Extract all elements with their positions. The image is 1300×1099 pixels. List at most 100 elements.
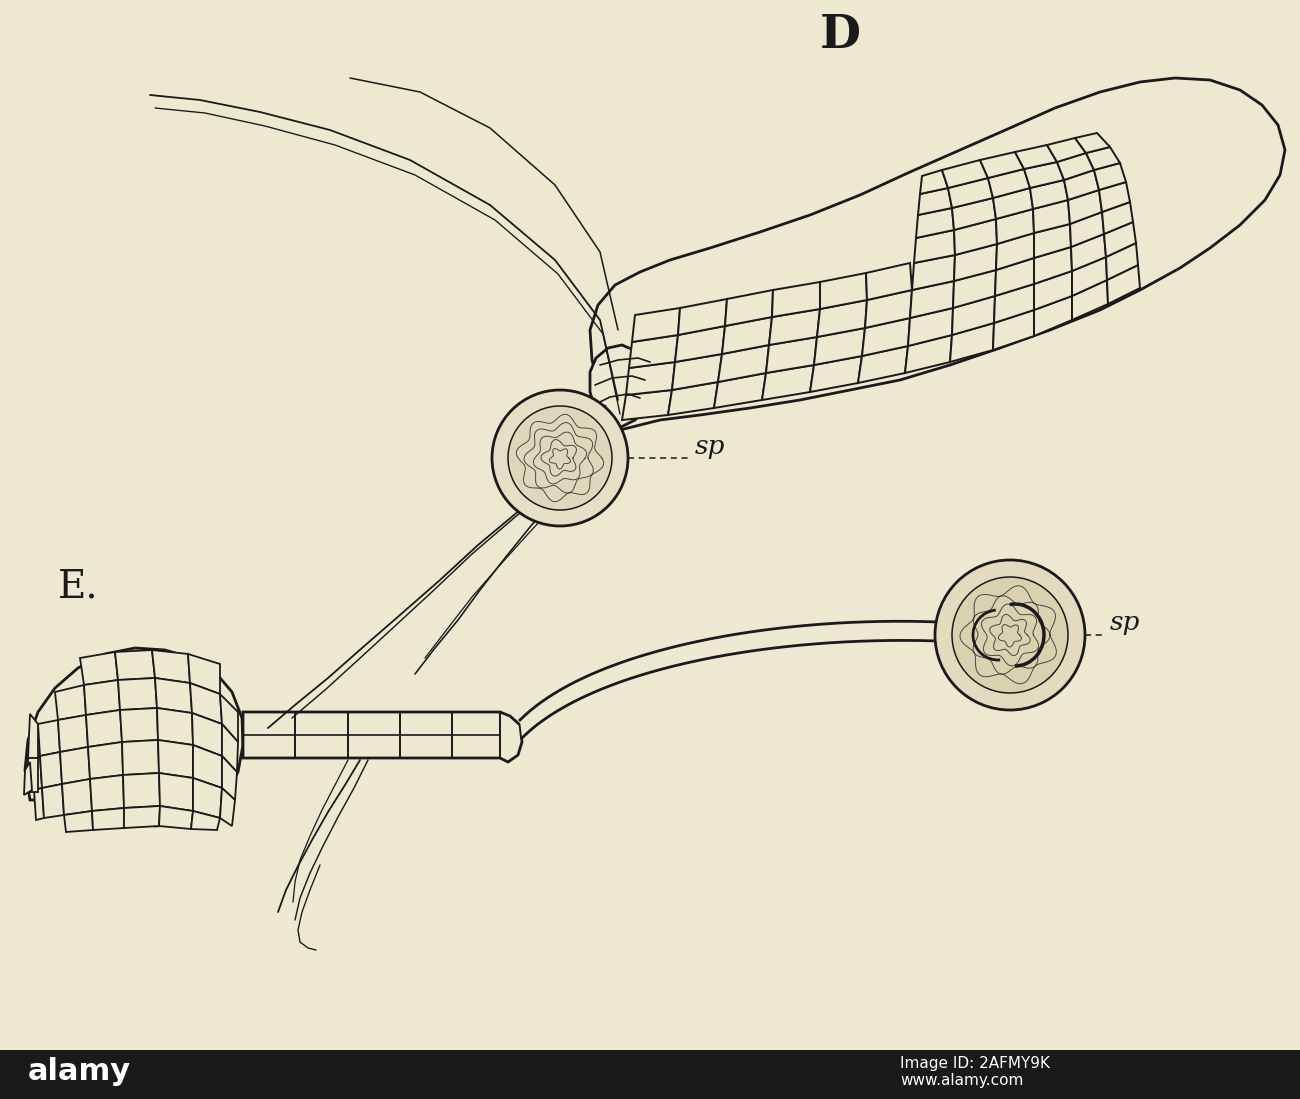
Polygon shape bbox=[994, 284, 1034, 323]
Polygon shape bbox=[38, 720, 60, 756]
Polygon shape bbox=[954, 244, 997, 281]
Polygon shape bbox=[1098, 182, 1130, 212]
Polygon shape bbox=[948, 178, 993, 208]
Polygon shape bbox=[627, 362, 675, 395]
Polygon shape bbox=[188, 654, 220, 693]
Polygon shape bbox=[714, 373, 766, 408]
Polygon shape bbox=[1070, 212, 1104, 247]
Polygon shape bbox=[996, 233, 1034, 270]
Polygon shape bbox=[993, 188, 1034, 219]
Polygon shape bbox=[1072, 280, 1108, 320]
Polygon shape bbox=[862, 318, 910, 356]
Polygon shape bbox=[679, 299, 727, 335]
Polygon shape bbox=[905, 335, 952, 373]
Polygon shape bbox=[590, 78, 1284, 430]
Polygon shape bbox=[1034, 271, 1072, 310]
Polygon shape bbox=[84, 680, 120, 715]
Polygon shape bbox=[92, 808, 124, 830]
Polygon shape bbox=[810, 356, 862, 392]
Polygon shape bbox=[907, 308, 953, 346]
Polygon shape bbox=[32, 756, 42, 790]
Polygon shape bbox=[159, 773, 192, 811]
Polygon shape bbox=[88, 742, 124, 779]
Polygon shape bbox=[993, 310, 1034, 349]
Text: alamy: alamy bbox=[29, 1057, 131, 1086]
Text: www.alamy.com: www.alamy.com bbox=[900, 1073, 1023, 1088]
Bar bbox=[0, 1050, 1300, 1099]
Polygon shape bbox=[190, 682, 222, 724]
Polygon shape bbox=[86, 710, 122, 747]
Polygon shape bbox=[988, 169, 1030, 198]
Polygon shape bbox=[910, 281, 954, 318]
Polygon shape bbox=[114, 650, 155, 680]
Polygon shape bbox=[155, 678, 192, 713]
Polygon shape bbox=[1024, 162, 1063, 188]
Polygon shape bbox=[192, 778, 222, 818]
Polygon shape bbox=[858, 346, 907, 382]
Polygon shape bbox=[918, 188, 952, 215]
Polygon shape bbox=[1030, 180, 1069, 209]
Polygon shape bbox=[814, 328, 864, 365]
Polygon shape bbox=[42, 784, 64, 818]
Polygon shape bbox=[157, 708, 192, 745]
Polygon shape bbox=[980, 152, 1024, 178]
Polygon shape bbox=[632, 308, 680, 342]
Polygon shape bbox=[118, 678, 157, 710]
Polygon shape bbox=[1106, 243, 1138, 280]
Polygon shape bbox=[64, 811, 94, 832]
Circle shape bbox=[935, 560, 1086, 710]
Polygon shape bbox=[124, 773, 160, 808]
Polygon shape bbox=[718, 345, 770, 382]
Polygon shape bbox=[159, 806, 192, 829]
Polygon shape bbox=[952, 198, 996, 230]
Polygon shape bbox=[191, 811, 220, 830]
Polygon shape bbox=[520, 621, 1000, 739]
Polygon shape bbox=[29, 714, 38, 758]
Polygon shape bbox=[55, 685, 86, 720]
Polygon shape bbox=[1071, 234, 1106, 271]
Polygon shape bbox=[60, 747, 90, 784]
Polygon shape bbox=[866, 263, 913, 300]
Circle shape bbox=[508, 406, 612, 510]
Polygon shape bbox=[1034, 224, 1071, 258]
Polygon shape bbox=[1095, 163, 1126, 190]
Polygon shape bbox=[222, 756, 237, 800]
Polygon shape bbox=[220, 788, 235, 826]
Polygon shape bbox=[954, 219, 997, 255]
Polygon shape bbox=[1086, 147, 1121, 170]
Polygon shape bbox=[820, 273, 867, 309]
Polygon shape bbox=[62, 779, 92, 815]
Polygon shape bbox=[220, 693, 238, 742]
Polygon shape bbox=[913, 255, 956, 290]
Polygon shape bbox=[152, 650, 190, 682]
Polygon shape bbox=[1104, 222, 1136, 257]
Polygon shape bbox=[25, 648, 243, 826]
Polygon shape bbox=[1034, 296, 1072, 336]
Polygon shape bbox=[916, 208, 954, 238]
Polygon shape bbox=[914, 230, 956, 263]
Polygon shape bbox=[29, 758, 38, 792]
Polygon shape bbox=[864, 290, 913, 328]
Polygon shape bbox=[23, 762, 32, 795]
Polygon shape bbox=[722, 317, 772, 354]
Polygon shape bbox=[942, 160, 988, 188]
Polygon shape bbox=[772, 282, 820, 317]
Polygon shape bbox=[1046, 138, 1086, 162]
Polygon shape bbox=[621, 390, 672, 420]
Polygon shape bbox=[40, 752, 62, 788]
Polygon shape bbox=[34, 788, 44, 820]
Polygon shape bbox=[920, 170, 948, 195]
Polygon shape bbox=[1057, 153, 1095, 180]
Polygon shape bbox=[1063, 170, 1098, 200]
Polygon shape bbox=[81, 652, 118, 685]
Polygon shape bbox=[1069, 190, 1102, 224]
Polygon shape bbox=[90, 775, 124, 811]
Polygon shape bbox=[243, 712, 523, 762]
Polygon shape bbox=[816, 300, 867, 337]
Polygon shape bbox=[950, 323, 994, 362]
Polygon shape bbox=[122, 740, 159, 775]
Polygon shape bbox=[590, 345, 655, 432]
Polygon shape bbox=[1015, 145, 1057, 169]
Polygon shape bbox=[58, 715, 88, 752]
Polygon shape bbox=[159, 740, 192, 778]
